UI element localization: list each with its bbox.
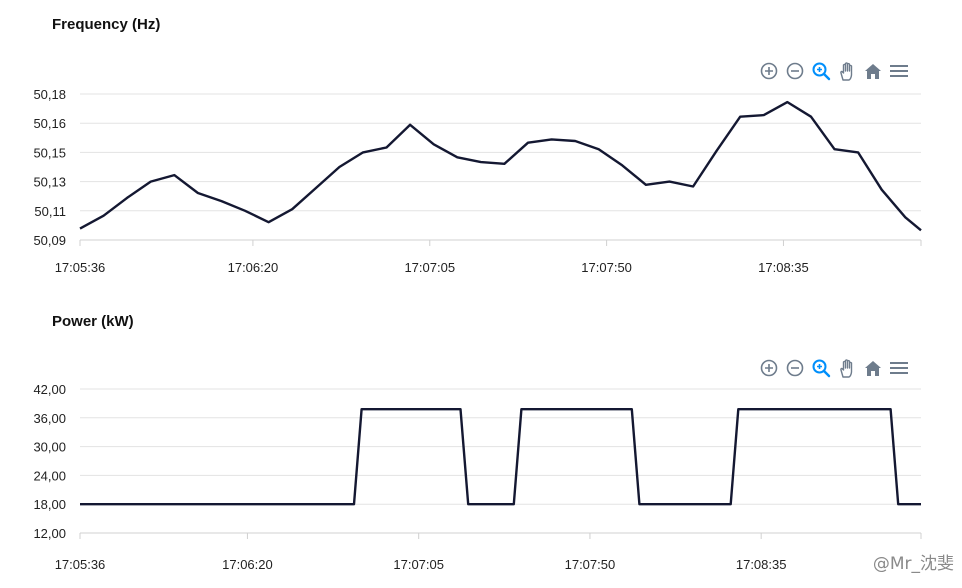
- power-x-tick-label: 17:08:35: [736, 557, 787, 572]
- zoom-in-icon[interactable]: [758, 60, 780, 82]
- frequency-x-tick-label: 17:08:35: [758, 260, 809, 275]
- power-chart-toolbar: [758, 357, 910, 379]
- reset-zoom-icon[interactable]: [862, 60, 884, 82]
- frequency-y-tick-label: 50,13: [33, 175, 66, 190]
- power-y-tick-label: 24,00: [33, 468, 66, 483]
- power-y-tick-label: 30,00: [33, 440, 66, 455]
- power-y-tick-label: 42,00: [33, 382, 66, 397]
- zoom-in-icon[interactable]: [758, 357, 780, 379]
- zoom-out-icon[interactable]: [784, 60, 806, 82]
- power-y-tick-label: 18,00: [33, 497, 66, 512]
- frequency-chart: 50,18 50,16 50,15 50,13 50,11 50,09 17:05:36 17…: [33, 87, 922, 275]
- power-series-line: [80, 408, 921, 506]
- power-x-tick-label: 17:07:50: [565, 557, 616, 572]
- selection-zoom-icon[interactable]: [810, 357, 832, 379]
- menu-icon[interactable]: [888, 60, 910, 82]
- frequency-y-tick-label: 50,18: [33, 87, 66, 102]
- frequency-x-tick-label: 17:07:50: [581, 260, 632, 275]
- frequency-x-tick-label: 17:07:05: [404, 260, 455, 275]
- power-chart-title: Power (kW): [52, 313, 134, 330]
- power-x-tick-label: 17:07:05: [393, 557, 444, 572]
- menu-icon[interactable]: [888, 357, 910, 379]
- frequency-x-tick-label: 17:06:20: [228, 260, 279, 275]
- power-y-tick-label: 36,00: [33, 411, 66, 426]
- frequency-chart-toolbar: [758, 60, 910, 82]
- reset-zoom-icon[interactable]: [862, 357, 884, 379]
- zoom-out-icon[interactable]: [784, 357, 806, 379]
- watermark: @Mr_沈斐: [872, 554, 954, 574]
- frequency-chart-title: Frequency (Hz): [52, 16, 161, 33]
- frequency-y-tick-label: 50,16: [33, 116, 66, 131]
- power-y-tick-label: 12,00: [33, 526, 66, 541]
- frequency-y-tick-label: 50,11: [34, 204, 66, 219]
- selection-zoom-icon[interactable]: [810, 60, 832, 82]
- pan-icon[interactable]: [836, 357, 858, 379]
- frequency-series-line: [79, 100, 922, 232]
- frequency-x-tick-label: 17:05:36: [55, 260, 106, 275]
- power-x-tick-label: 17:05:36: [55, 557, 106, 572]
- frequency-y-tick-label: 50,15: [33, 145, 66, 160]
- power-x-tick-label: 17:06:20: [222, 557, 273, 572]
- frequency-y-tick-label: 50,09: [33, 233, 66, 248]
- pan-icon[interactable]: [836, 60, 858, 82]
